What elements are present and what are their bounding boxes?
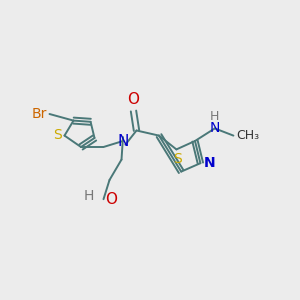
Text: H: H bbox=[210, 110, 220, 123]
Text: H: H bbox=[84, 188, 94, 203]
Text: Br: Br bbox=[32, 107, 47, 121]
Text: S: S bbox=[172, 152, 182, 167]
Text: S: S bbox=[53, 128, 62, 142]
Text: O: O bbox=[105, 192, 117, 207]
Text: O: O bbox=[128, 92, 140, 107]
Text: CH₃: CH₃ bbox=[236, 129, 259, 142]
Text: N: N bbox=[117, 134, 129, 148]
Text: N: N bbox=[210, 122, 220, 135]
Text: N: N bbox=[204, 156, 216, 170]
